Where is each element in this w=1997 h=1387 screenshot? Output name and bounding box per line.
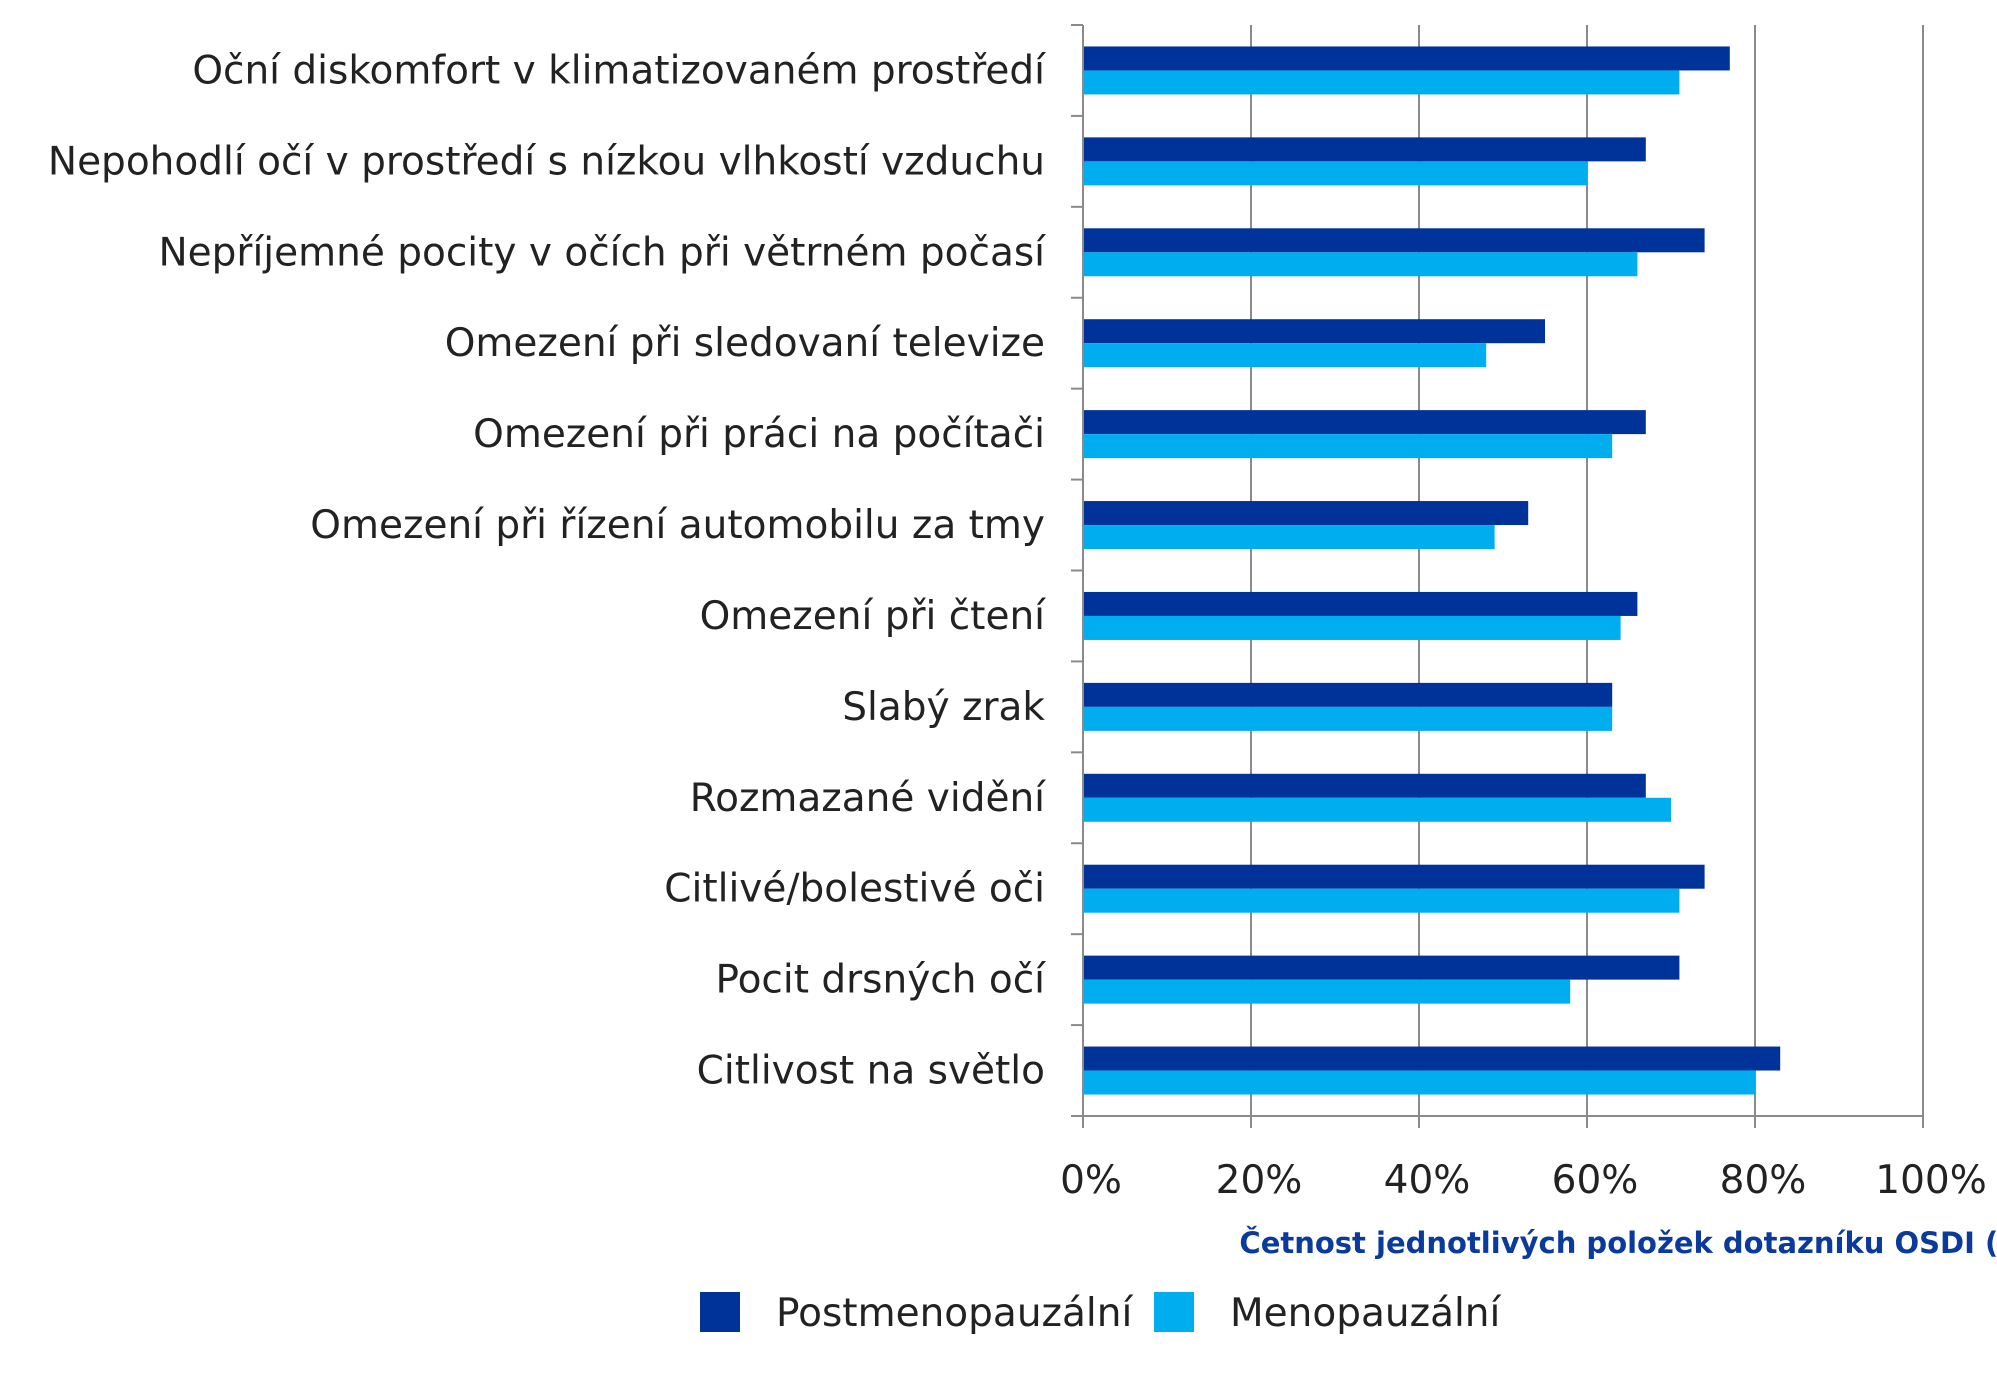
bar-menopauzalni-2 bbox=[1083, 161, 1587, 186]
bar-postmenopauzalni-7 bbox=[1083, 591, 1638, 616]
bar-postmenopauzalni-5 bbox=[1083, 410, 1646, 435]
bar-postmenopauzalni-6 bbox=[1083, 501, 1529, 526]
category-label: Citlivost na světlo bbox=[697, 1049, 1045, 1094]
bar-menopauzalni-12 bbox=[1083, 1070, 1755, 1095]
x-tick-label: 40% bbox=[1384, 1158, 1471, 1203]
axes bbox=[1071, 24, 1924, 1128]
legend-swatch bbox=[1154, 1292, 1194, 1332]
legend: Postmenopauzální Menopauzální bbox=[700, 1291, 1502, 1336]
bar-postmenopauzalni-4 bbox=[1083, 319, 1545, 344]
bar-postmenopauzalni-9 bbox=[1083, 773, 1646, 798]
bar-postmenopauzalni-3 bbox=[1083, 228, 1705, 253]
category-label: Slabý zrak bbox=[842, 685, 1045, 730]
category-label: Nepříjemné pocity v očích při větrném po… bbox=[158, 230, 1046, 275]
gridlines bbox=[1250, 25, 1924, 1116]
bar-menopauzalni-11 bbox=[1083, 979, 1571, 1004]
legend-label: Menopauzální bbox=[1230, 1291, 1502, 1336]
bar-postmenopauzalni-12 bbox=[1083, 1046, 1781, 1071]
bar-menopauzalni-1 bbox=[1083, 70, 1680, 95]
category-label: Omezení při práci na počítači bbox=[473, 412, 1045, 457]
bar-postmenopauzalni-8 bbox=[1083, 682, 1613, 707]
x-tick-label: 60% bbox=[1552, 1158, 1639, 1203]
category-label: Citlivé/bolestivé oči bbox=[664, 867, 1045, 912]
x-tick-label: 0% bbox=[1060, 1158, 1122, 1203]
category-label: Oční diskomfort v klimatizovaném prostře… bbox=[192, 48, 1046, 93]
category-label: Pocit drsných očí bbox=[715, 958, 1046, 1003]
bar-postmenopauzalni-11 bbox=[1083, 955, 1680, 980]
bar-menopauzalni-3 bbox=[1083, 252, 1638, 277]
bars bbox=[1083, 46, 1781, 1095]
x-tick-label: 80% bbox=[1720, 1158, 1807, 1203]
x-tick-label: 100% bbox=[1875, 1158, 1987, 1203]
bar-postmenopauzalni-10 bbox=[1083, 864, 1705, 889]
category-label: Omezení při sledovaní televize bbox=[445, 321, 1045, 366]
x-tick-labels: 0% 20% 40% 60% 80% 100% bbox=[1060, 1158, 1987, 1203]
legend-label: Postmenopauzální bbox=[776, 1291, 1133, 1336]
bar-menopauzalni-5 bbox=[1083, 434, 1613, 459]
category-label: Omezení při čtení bbox=[700, 594, 1047, 639]
x-axis-title: Četnost jednotlivých položek dotazníku O… bbox=[1239, 1226, 1997, 1260]
bar-menopauzalni-6 bbox=[1083, 525, 1495, 550]
category-label: Nepohodlí očí v prostředí s nízkou vlhko… bbox=[48, 139, 1045, 184]
legend-swatch bbox=[700, 1292, 740, 1332]
bar-postmenopauzalni-1 bbox=[1083, 46, 1730, 71]
category-label: Omezení při řízení automobilu za tmy bbox=[310, 503, 1045, 548]
bar-menopauzalni-7 bbox=[1083, 615, 1621, 640]
category-label: Rozmazané vidění bbox=[690, 776, 1046, 821]
bar-menopauzalni-10 bbox=[1083, 888, 1680, 913]
x-tick-label: 20% bbox=[1216, 1158, 1303, 1203]
category-labels: Oční diskomfort v klimatizovaném prostře… bbox=[48, 48, 1046, 1093]
bar-postmenopauzalni-2 bbox=[1083, 137, 1646, 162]
bar-menopauzalni-9 bbox=[1083, 797, 1671, 822]
bar-menopauzalni-8 bbox=[1083, 706, 1613, 731]
bar-menopauzalni-4 bbox=[1083, 343, 1487, 368]
